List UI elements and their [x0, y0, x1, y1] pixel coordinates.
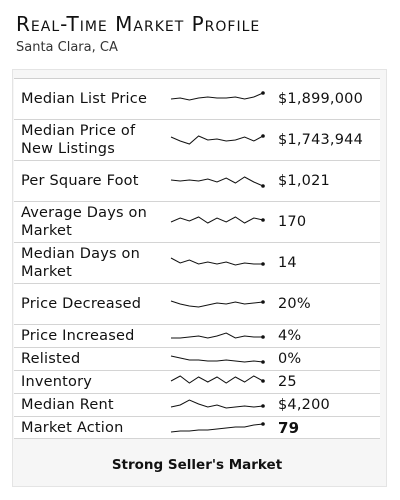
metric-row: Relisted 0%	[14, 347, 380, 370]
sparkline-endpoint	[261, 404, 265, 408]
sparkline-endpoint	[261, 335, 265, 339]
metric-label: Inventory	[21, 374, 93, 390]
metric-label: Median Days on Market	[21, 246, 141, 280]
sparkline-trend-line	[170, 92, 264, 101]
sparkline-chart	[170, 421, 265, 432]
metrics-table: Median List Price $1,899,000 Median Price …	[14, 78, 380, 439]
sparkline-trend-line	[171, 332, 263, 339]
metric-label: Average Days on Market	[21, 205, 148, 239]
sparkline-endpoint	[261, 360, 265, 364]
metric-value: 0%	[278, 351, 302, 367]
sparkline-chart	[170, 375, 265, 384]
sparkline-trend-line	[170, 176, 264, 187]
sparkline-endpoint	[261, 184, 265, 188]
sparkline-chart	[170, 300, 265, 308]
metric-value: 14	[278, 255, 297, 271]
sparkline-chart	[170, 91, 265, 101]
sparkline-chart	[171, 332, 265, 339]
page-title: Real-Time Market Profile	[16, 12, 261, 36]
sparkline-trend-line	[170, 375, 264, 384]
metric-row: Market Action 79	[14, 416, 380, 439]
metric-row: Price Increased 4%	[14, 324, 380, 347]
sparkline-trend-line	[170, 216, 264, 224]
sparkline-trend-line	[170, 257, 263, 266]
sparkline-trend-line	[170, 399, 264, 409]
metric-label: Median Price of New Listings	[21, 123, 136, 157]
metric-row: Median Rent $4,200	[14, 393, 380, 416]
metric-label: Relisted	[21, 351, 81, 367]
metric-row: Median Days on Market 14	[14, 242, 380, 283]
sparkline-trend-line	[170, 355, 264, 363]
metric-value: 4%	[278, 328, 302, 344]
metric-row: Inventory 25	[14, 370, 380, 393]
sparkline-chart	[170, 216, 265, 224]
sparkline-trend-line	[170, 300, 264, 308]
sparkline-endpoint	[261, 262, 265, 266]
metric-label: Median Rent	[21, 397, 114, 413]
sparkline-endpoint	[261, 134, 265, 138]
sparkline-endpoint	[261, 379, 265, 383]
metric-value: $1,899,000	[278, 91, 364, 107]
metric-value: $1,743,944	[278, 132, 364, 148]
metric-row: Median List Price $1,899,000	[14, 78, 380, 119]
metric-label: Price Decreased	[21, 296, 142, 312]
metric-row: Per Square Foot $1,021	[14, 160, 380, 201]
sparkline-chart	[170, 257, 265, 266]
metric-row: Average Days on Market 170	[14, 201, 380, 242]
metric-label: Per Square Foot	[21, 173, 139, 189]
sparkline-endpoint	[261, 300, 265, 304]
metric-value: 20%	[278, 296, 311, 312]
metric-value: 170	[278, 214, 307, 230]
market-summary: Strong Seller's Market	[111, 457, 283, 473]
sparkline-trend-line	[170, 423, 264, 432]
metric-label: Median List Price	[21, 91, 148, 107]
metric-value: $4,200	[278, 397, 330, 413]
metric-row: Median Price of New Listings $1,743,944	[14, 119, 380, 160]
location-label: Santa Clara, CA	[16, 40, 118, 55]
sparkline-endpoint	[261, 218, 265, 222]
sparkline-trend-line	[170, 135, 264, 145]
sparkline-endpoint	[261, 421, 265, 426]
sparkline-chart	[170, 134, 265, 145]
metric-value: 79	[278, 418, 300, 437]
metric-row: Price Decreased 20%	[14, 283, 380, 324]
metric-label: Price Increased	[21, 328, 135, 344]
sparkline-chart	[170, 355, 265, 364]
sparkline-chart	[170, 399, 265, 409]
metric-value: 25	[278, 374, 297, 390]
sparkline-endpoint	[261, 91, 265, 95]
metric-label: Market Action	[21, 419, 124, 436]
metric-value: $1,021	[278, 173, 330, 189]
sparkline-chart	[170, 176, 265, 188]
